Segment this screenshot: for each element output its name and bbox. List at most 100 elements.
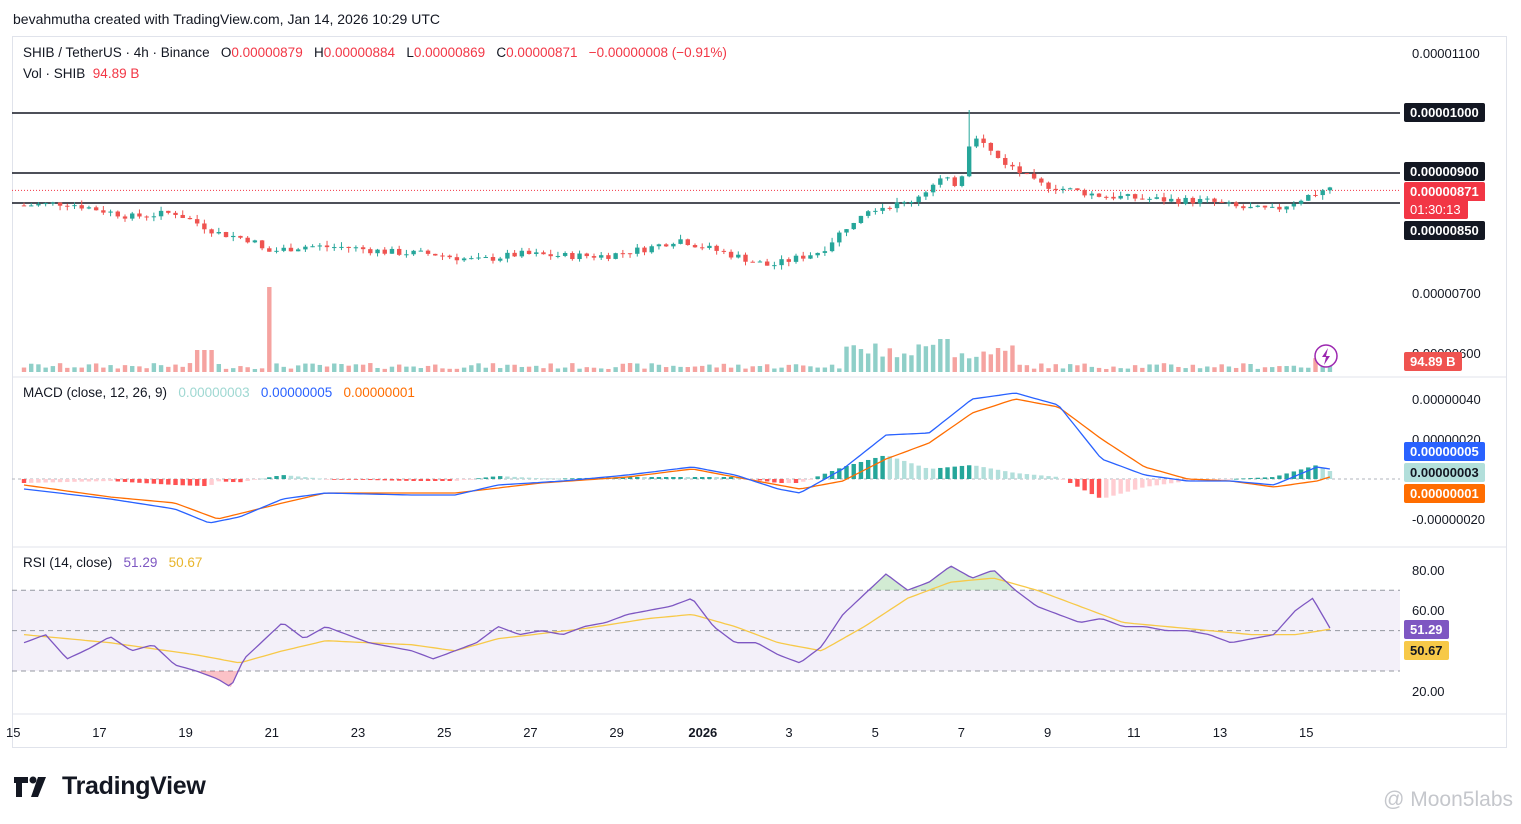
macd-histogram-bar	[194, 479, 200, 486]
macd-histogram-bar	[50, 479, 56, 483]
rsi-ma-value: 50.67	[168, 555, 203, 570]
volume-bar	[959, 353, 965, 372]
volume-bar	[1205, 366, 1210, 372]
candle-body	[1140, 198, 1145, 200]
volume-label[interactable]: Vol · SHIB	[23, 66, 86, 81]
symbol-label[interactable]: SHIB / TetherUS · 4h · Binance	[23, 45, 210, 60]
candle-body	[1053, 188, 1058, 191]
candle-body	[36, 203, 41, 206]
candle-body	[332, 247, 337, 249]
volume-bar	[541, 368, 546, 372]
candle-body	[1327, 187, 1333, 191]
volume-bar	[988, 354, 994, 372]
macd-histogram-bar	[526, 477, 532, 479]
macd-histogram-bar	[902, 460, 907, 479]
low-value: 0.00000869	[413, 45, 486, 60]
macd-histogram-bar	[1320, 467, 1325, 479]
macd-histogram-bar	[440, 479, 445, 481]
volume-bar	[1039, 363, 1044, 372]
macd-histogram-bar	[173, 479, 178, 486]
macd-histogram-bar	[310, 477, 315, 479]
candle-body	[736, 254, 741, 258]
macd-histogram-bar	[158, 479, 164, 485]
candle-body	[1205, 198, 1210, 200]
candle-body	[130, 213, 135, 219]
macd-line-value: 0.00000005	[260, 385, 333, 400]
volume-bar	[433, 364, 438, 372]
macd-histogram-bar	[966, 465, 972, 479]
volume-bar	[1248, 364, 1253, 372]
candle-body	[151, 216, 157, 218]
candle-body	[202, 223, 207, 230]
volume-bar	[865, 353, 871, 372]
candle-body	[29, 205, 34, 207]
volume-bar	[418, 368, 424, 372]
volume-bar	[873, 343, 878, 372]
candle-body	[1046, 182, 1051, 189]
macd-histogram-bar	[1306, 467, 1311, 479]
volume-bar	[1197, 368, 1203, 372]
tradingview-logo[interactable]: TradingView	[14, 772, 206, 801]
tradingview-logo-icon	[14, 776, 46, 797]
candle-body	[505, 252, 510, 259]
candle-body	[1161, 197, 1167, 202]
time-axis-tick: 15	[1299, 725, 1313, 740]
macd-histogram-bar	[974, 465, 979, 479]
macd-histogram-bar	[137, 479, 142, 483]
volume-bar	[187, 363, 193, 372]
macd-histogram-bar	[332, 479, 337, 480]
volume-bar	[844, 346, 849, 372]
volume-bar	[86, 364, 92, 372]
candle-body	[974, 138, 979, 147]
time-axis-tick: 15	[6, 725, 20, 740]
volume-bar	[837, 368, 842, 372]
macd-histogram-bar	[57, 479, 63, 483]
candle-body	[375, 249, 380, 254]
volume-bar	[281, 366, 286, 372]
candle-body	[1154, 197, 1159, 199]
candle-body	[541, 252, 546, 255]
candle-body	[461, 258, 467, 261]
macd-histogram-bar	[1219, 479, 1224, 480]
candle-body	[1270, 206, 1275, 208]
volume-bar	[692, 366, 698, 372]
macd-histogram-bar	[916, 465, 921, 479]
macd-histogram-bar	[1212, 479, 1217, 480]
candle-body	[1010, 164, 1015, 167]
price-legend: SHIB / TetherUS · 4h · Binance O0.000008…	[23, 45, 727, 60]
candle-body	[635, 247, 640, 254]
volume-bar	[346, 365, 351, 372]
macd-histogram-bar	[447, 479, 452, 481]
macd-histogram-bar	[570, 478, 575, 480]
volume-bar	[519, 366, 525, 372]
macd-histogram-bar	[1277, 475, 1282, 479]
macd-histogram-bar	[858, 461, 864, 479]
candle-body	[714, 245, 719, 251]
volume-bar	[1010, 345, 1015, 372]
candle-body	[1291, 203, 1297, 207]
volume-bar	[375, 367, 380, 372]
volume-bar	[591, 367, 597, 372]
rsi-label[interactable]: RSI (14, close)	[23, 555, 113, 570]
volume-bar	[252, 368, 258, 372]
volume-bar	[555, 368, 561, 372]
candle-body	[613, 253, 618, 259]
candle-body	[216, 232, 222, 234]
candle-body	[187, 218, 193, 220]
candle-body	[382, 249, 387, 254]
volume-bar	[454, 368, 460, 372]
volume-bar	[685, 367, 690, 372]
candle-body	[483, 257, 488, 259]
macd-histogram-bar	[1082, 479, 1087, 491]
candle-body	[822, 251, 828, 253]
macd-histogram-bar	[1060, 479, 1066, 480]
time-axis-tick: 29	[609, 725, 623, 740]
macd-histogram-bar	[1140, 479, 1145, 488]
macd-label[interactable]: MACD (close, 12, 26, 9)	[23, 385, 168, 400]
candle-body	[1125, 194, 1131, 196]
macd-histogram-bar	[793, 479, 799, 483]
macd-histogram-bar	[757, 479, 763, 481]
watermark-text: @ Moon5labs	[1383, 788, 1513, 811]
candle-body	[469, 258, 474, 260]
